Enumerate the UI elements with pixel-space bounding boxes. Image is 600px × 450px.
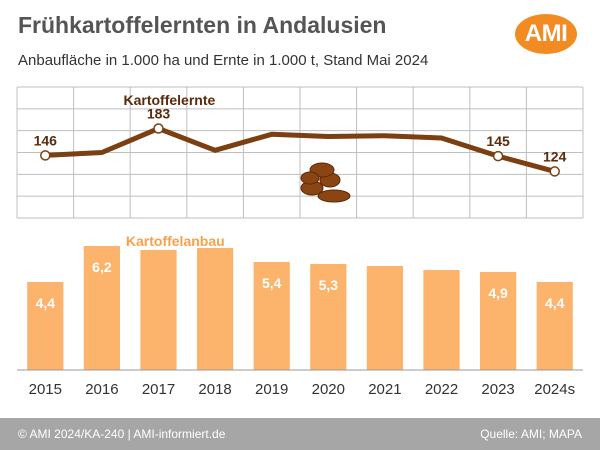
x-tick-label: 2016 [85, 381, 118, 398]
potato-icon [300, 171, 320, 185]
line-point-marker [153, 123, 164, 134]
x-tick-label: 2023 [481, 381, 514, 398]
bar-kartoffelanbau [83, 246, 121, 370]
bar-data-label: 4,4 [36, 295, 56, 311]
bar-kartoffelanbau [140, 250, 177, 370]
x-tick-label: 2015 [29, 381, 62, 398]
line-point-marker [40, 150, 51, 161]
bar-kartoffelanbau [366, 266, 404, 370]
chart-title: Frühkartoffelernten in Andalusien [18, 12, 387, 38]
potato-icon [317, 189, 351, 203]
bar-kartoffelanbau [253, 262, 290, 370]
line-data-label: 145 [486, 133, 510, 149]
x-tick-label: 2019 [255, 381, 288, 398]
bar-series-label: Kartoffelanbau [126, 233, 225, 249]
line-series-kartoffelernte [42, 125, 558, 174]
line-point-marker [549, 166, 560, 177]
bar-kartoffelanbau [196, 248, 234, 370]
chart-subtitle: Anbaufläche in 1.000 ha und Ernte in 1.0… [18, 52, 429, 69]
footer-source: Quelle: AMI; MAPA [480, 427, 582, 441]
line-data-label: 183 [147, 105, 171, 121]
x-tick-label: 2020 [312, 381, 345, 398]
chart-canvas: 146 183 145 124 Kartoffelernte 4,4 6,2 5,4 5,3 4,… [16, 86, 584, 398]
bar-kartoffelanbau [310, 264, 347, 370]
bar-data-label: 4,4 [545, 295, 565, 311]
bar-kartoffelanbau [423, 270, 460, 370]
x-tick-label: 2022 [425, 381, 458, 398]
bar-data-label: 4,9 [488, 285, 508, 301]
x-tick-label: 2018 [198, 381, 231, 398]
line-point-marker [492, 150, 504, 162]
footer-bar: © AMI 2024/KA-240 | AMI-informiert.de Qu… [0, 418, 600, 450]
x-tick-label: 2021 [368, 381, 401, 398]
bar-data-label: 5,3 [319, 277, 339, 293]
bar-kartoffelanbau [536, 282, 573, 370]
bar-kartoffelanbau [27, 282, 64, 370]
bar-data-label: 6,2 [92, 259, 112, 275]
bar-kartoffelanbau [479, 272, 517, 370]
x-tick-label: 2017 [142, 381, 175, 398]
footer-copyright: © AMI 2024/KA-240 | AMI-informiert.de [18, 427, 226, 441]
line-data-label: 124 [543, 148, 567, 164]
line-data-label: 146 [34, 132, 58, 148]
line-series-label: Kartoffelernte [124, 92, 216, 108]
x-tick-label: 2024s [534, 381, 575, 398]
ami-logo: AMI [515, 14, 577, 54]
bar-data-label: 5,4 [262, 275, 282, 291]
